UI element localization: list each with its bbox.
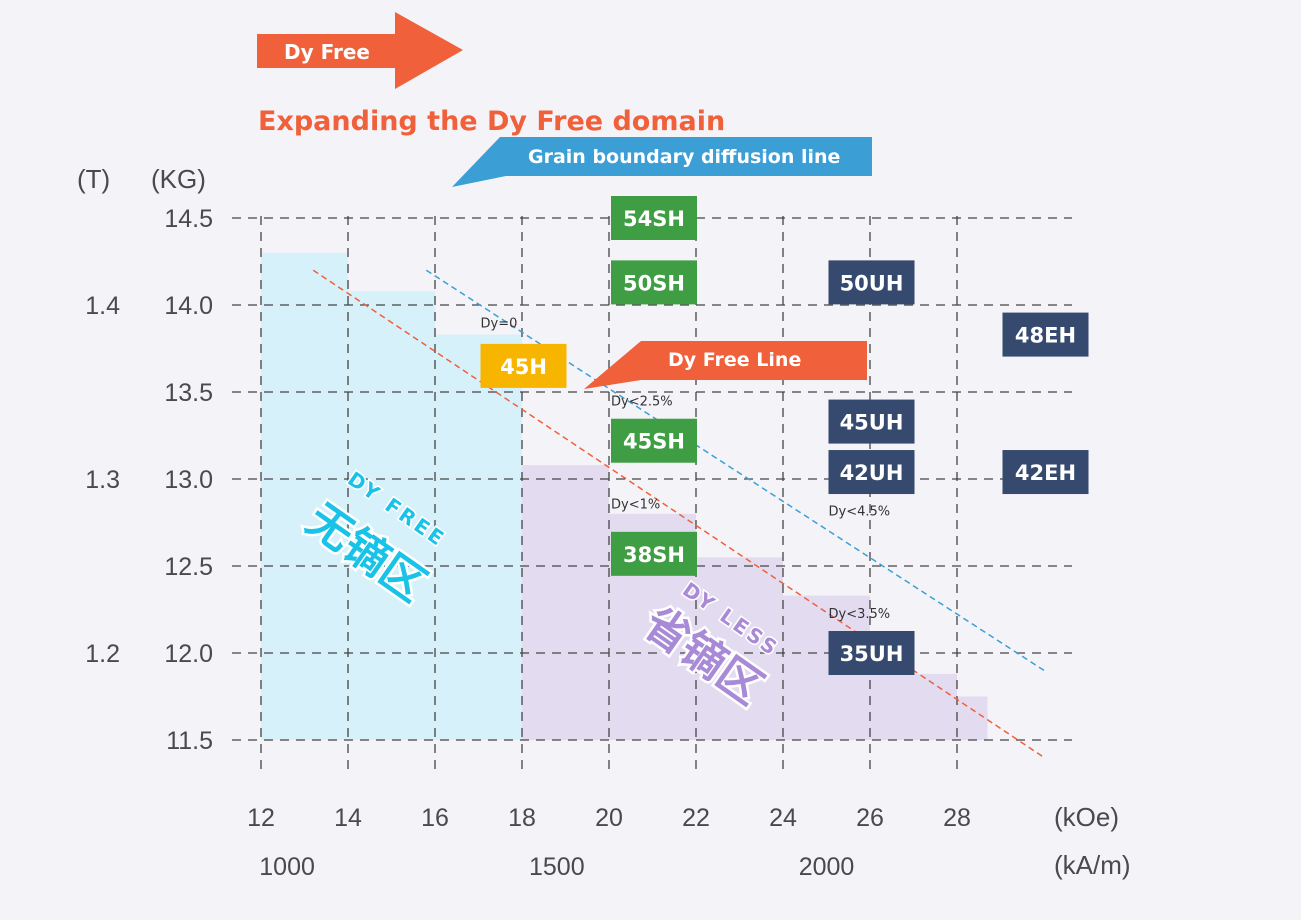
chart-subtitle: Expanding the Dy Free domain [258, 106, 725, 137]
dy-less-step [870, 673, 957, 740]
dy-content-annotation: Dy<1% [611, 497, 660, 512]
regions [261, 252, 988, 741]
y-axis-label-kg: (KG) [151, 164, 206, 194]
y-secondary-tick-label: 1.3 [85, 466, 120, 494]
grade-box [828, 260, 915, 305]
grade-label: 45SH [623, 430, 685, 454]
grade-box [611, 418, 697, 463]
grade-box [611, 531, 697, 576]
dy-free-line-label: Dy Free Line [584, 341, 867, 389]
grade-45uh: 45UH [828, 399, 915, 444]
x-tick-label: 20 [595, 804, 623, 832]
grade-label: 42UH [840, 461, 904, 485]
y-secondary-tick-label: 1.2 [85, 640, 120, 668]
dy-free-arrow-shape [257, 12, 463, 89]
grade-38sh: 38SH [611, 531, 697, 576]
dy-less-step [696, 557, 783, 740]
dy-free-line-label-shape [584, 341, 867, 389]
grain-boundary-label: Grain boundary diffusion line [452, 137, 872, 187]
dy-content-annotation: Dy<4.5% [829, 504, 891, 519]
y-tick-label: 12.5 [164, 553, 213, 581]
dy-free-arrow-label: Dy Free [284, 40, 370, 64]
grade-box [828, 631, 915, 675]
y-tick-label: 14.0 [164, 292, 213, 320]
x-axis-label-koe: (kOe) [1054, 802, 1119, 832]
grade-label: 38SH [623, 543, 685, 567]
x-tick-label: 28 [943, 804, 971, 832]
y-tick-label: 13.5 [164, 379, 213, 407]
grade-box [1002, 450, 1089, 495]
dy-free-line [312, 269, 1045, 759]
dy-free-step [435, 334, 522, 740]
grade-label: 50UH [840, 271, 904, 295]
dy-content-annotation: Dy<3.5% [829, 607, 891, 622]
grade-label: 48EH [1015, 324, 1076, 348]
grade-box [1002, 312, 1089, 357]
grade-box [828, 450, 915, 495]
x-secondary-tick-label: 1000 [259, 853, 315, 881]
dy-less-step [957, 696, 988, 740]
axis-ticks: 14.5 14.0 13.5 13.0 12.5 12.0 11.5 1.4 1.3 1.2 12 1… [85, 205, 971, 881]
grain-boundary-label-text: Grain boundary diffusion line [528, 146, 840, 168]
grain-boundary-diffusion-line [425, 269, 1045, 672]
x-secondary-tick-label: 1500 [529, 853, 585, 881]
dy-free-step [348, 291, 435, 740]
grade-45sh: 45SH [611, 418, 697, 463]
grade-label: 50SH [623, 271, 685, 295]
x-tick-label: 18 [508, 804, 536, 832]
grade-box [611, 260, 697, 305]
grade-label: 45H [500, 355, 547, 379]
grade-50sh: 50SH [611, 260, 697, 305]
grade-48eh: 48EH [1002, 312, 1089, 357]
grade-box [828, 399, 915, 444]
grade-35uh: 35UH [828, 631, 915, 675]
trend-lines [312, 269, 1045, 759]
annotations: Dy=0 Dy<2.5% Dy<1% Dy<4.5% Dy<3.5% [481, 316, 891, 622]
y-tick-label: 13.0 [164, 466, 213, 494]
grade-label: 45UH [840, 411, 904, 435]
x-tick-label: 16 [421, 804, 449, 832]
y-secondary-tick-label: 1.4 [85, 292, 120, 320]
y-tick-label: 14.5 [164, 205, 213, 233]
dy-content-annotation: Dy=0 [481, 316, 518, 331]
dy-less-step [522, 465, 609, 740]
x-tick-label: 26 [856, 804, 884, 832]
y-tick-label: 11.5 [166, 727, 213, 755]
dy-free-step [261, 252, 348, 741]
grade-label: 54SH [623, 207, 685, 231]
x-tick-label: 12 [247, 804, 275, 832]
grade-45h: 45H [480, 343, 567, 388]
x-axis-label-kam: (kA/m) [1054, 850, 1131, 880]
x-tick-label: 24 [769, 804, 797, 832]
grade-box [480, 343, 567, 388]
grade-50uh: 50UH [828, 260, 915, 305]
grade-42uh: 42UH [828, 450, 915, 495]
dy-free-line-label-text: Dy Free Line [668, 349, 801, 371]
y-axis-label-tesla: (T) [77, 164, 110, 194]
y-tick-label: 12.0 [164, 640, 213, 668]
grade-54sh: 54SH [611, 196, 697, 240]
x-tick-label: 14 [334, 804, 362, 832]
grade-label: 42EH [1015, 461, 1076, 485]
x-secondary-tick-label: 2000 [799, 853, 855, 881]
grade-42eh: 42EH [1002, 450, 1089, 495]
grade-labels: 54SH 50SH 45H 45SH 38SH 50UH 45UH 42UH 35UH 48EH 4… [480, 196, 1089, 675]
grain-boundary-label-shape [452, 137, 872, 187]
dy-free-arrow: Dy Free [257, 12, 463, 89]
grade-label: 35UH [840, 642, 904, 666]
grade-box [611, 196, 697, 240]
dy-content-annotation: Dy<2.5% [611, 395, 673, 410]
x-tick-label: 22 [682, 804, 710, 832]
